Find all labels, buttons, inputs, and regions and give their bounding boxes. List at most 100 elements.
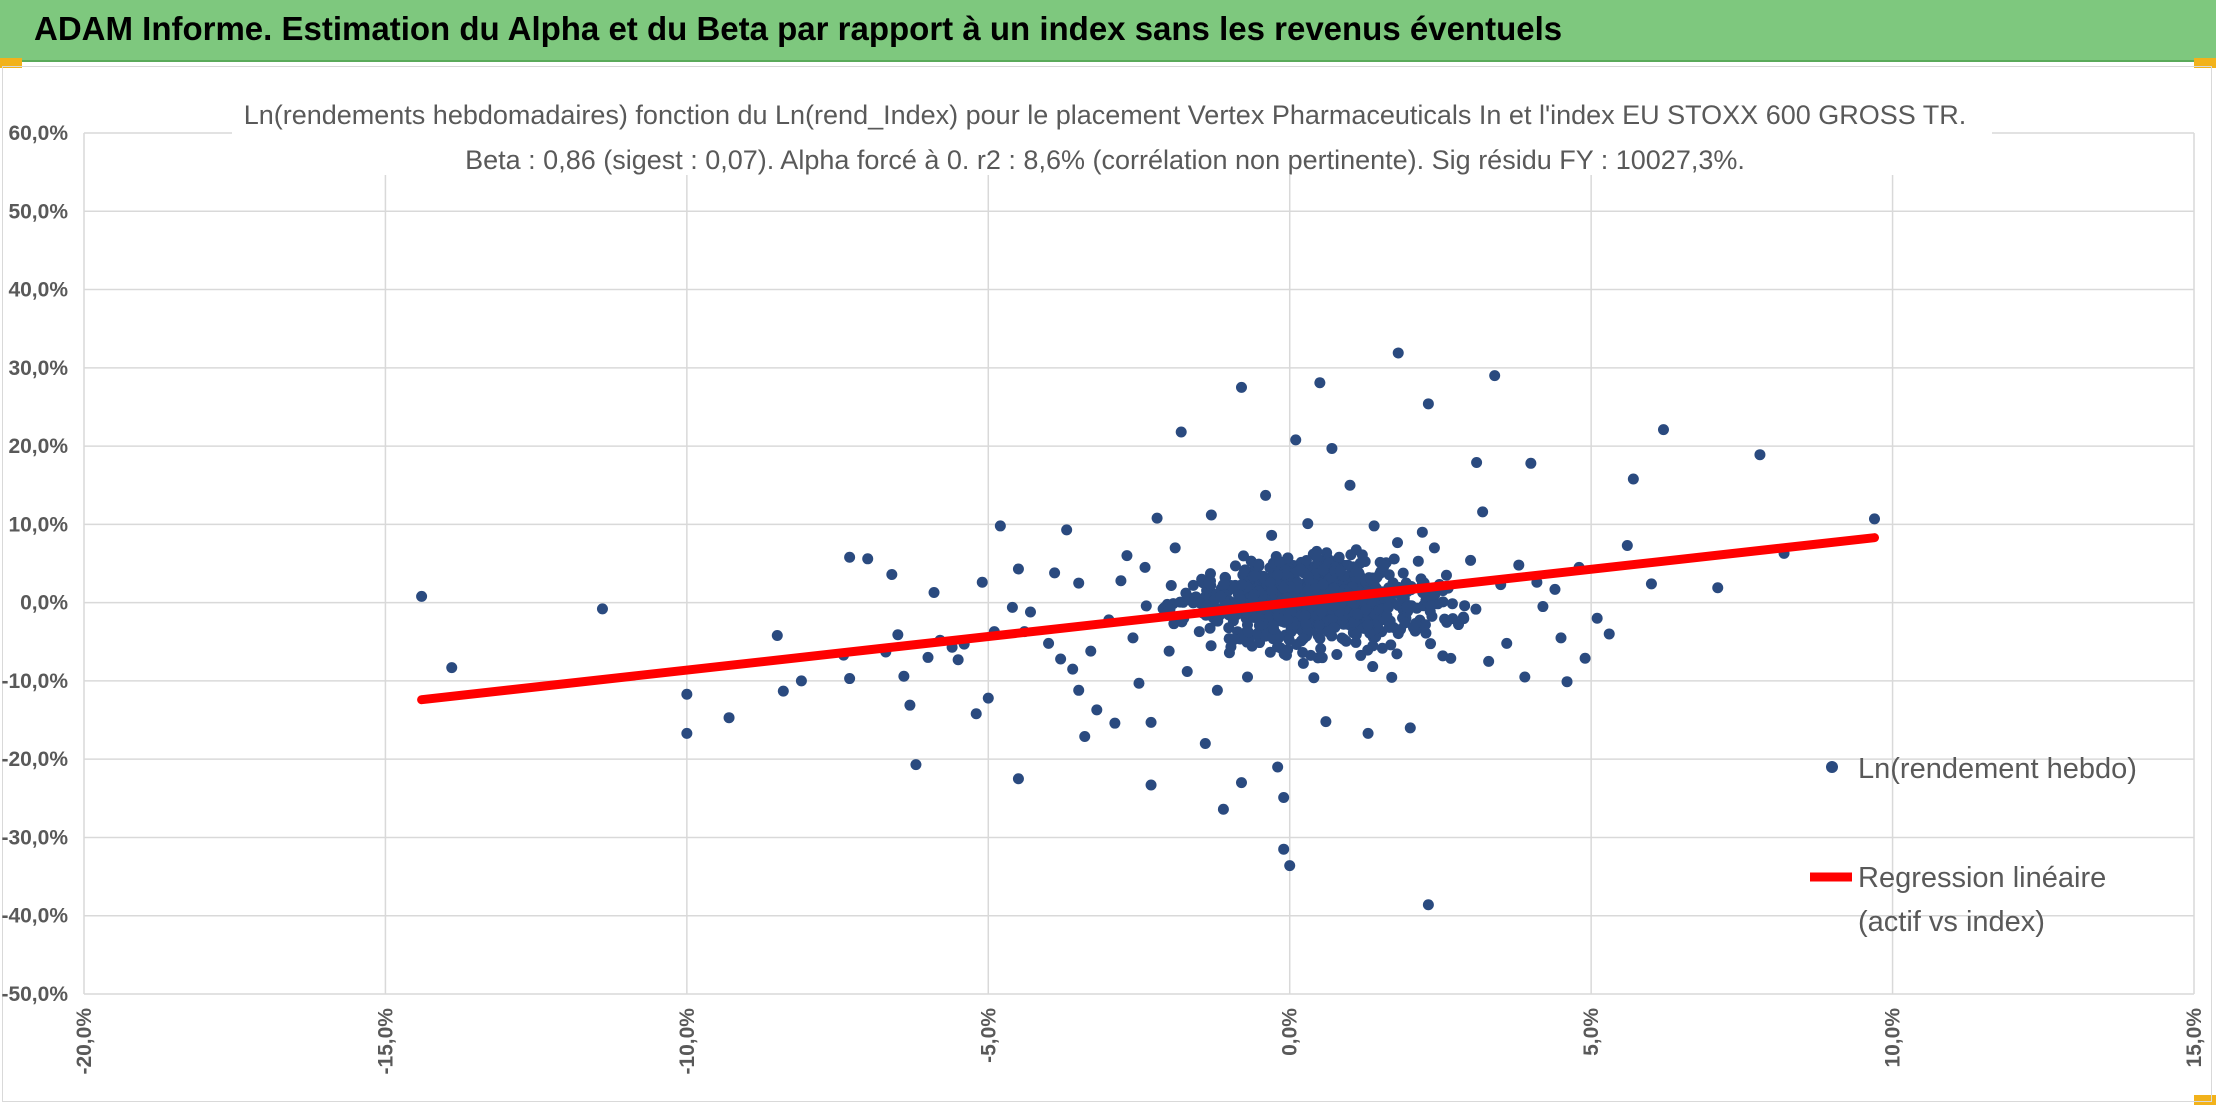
data-point xyxy=(1012,773,1024,785)
legend-label-scatter: Ln(rendement hebdo) xyxy=(1858,753,2137,785)
data-point xyxy=(1383,569,1395,581)
data-point xyxy=(1140,600,1152,612)
y-tick-label: -40,0% xyxy=(1,905,68,928)
data-point xyxy=(1079,730,1091,742)
data-point xyxy=(1211,684,1223,696)
data-point xyxy=(1459,600,1471,612)
data-point xyxy=(1391,648,1403,660)
data-point xyxy=(1308,672,1320,684)
data-point xyxy=(1334,565,1346,577)
y-tick-label: -20,0% xyxy=(1,748,68,771)
data-point xyxy=(1217,803,1229,815)
data-point xyxy=(1549,583,1561,595)
data-point xyxy=(1284,860,1296,872)
data-point xyxy=(1187,579,1199,591)
data-point xyxy=(1501,637,1513,649)
data-point xyxy=(862,553,874,565)
data-point xyxy=(1091,704,1103,716)
data-point xyxy=(1238,565,1250,577)
data-point xyxy=(1342,559,1354,571)
data-point xyxy=(1328,600,1340,612)
data-point xyxy=(1392,537,1404,549)
data-point xyxy=(1326,612,1338,624)
data-point xyxy=(1282,552,1294,564)
data-point xyxy=(1603,628,1615,640)
data-point xyxy=(1215,590,1227,602)
data-point xyxy=(1378,560,1390,572)
data-point xyxy=(1139,561,1151,573)
data-point xyxy=(1151,512,1163,524)
data-point xyxy=(1537,601,1549,613)
data-point xyxy=(1311,552,1323,564)
chart-title-line-2: Beta : 0,86 (sigest : 0,07). Alpha forcé… xyxy=(465,145,1745,175)
data-point xyxy=(1163,645,1175,657)
data-point xyxy=(1392,347,1404,359)
data-point xyxy=(1278,792,1290,804)
data-point xyxy=(1344,479,1356,491)
data-point xyxy=(1388,553,1400,565)
y-tick-label: -10,0% xyxy=(1,670,68,693)
data-point xyxy=(1205,640,1217,652)
y-tick-label: 40,0% xyxy=(8,279,68,302)
data-point xyxy=(1274,556,1286,568)
data-point xyxy=(1351,608,1363,620)
data-point xyxy=(1440,569,1452,581)
y-tick-label: -50,0% xyxy=(1,983,68,1006)
data-point xyxy=(1193,626,1205,638)
data-point xyxy=(1416,526,1428,538)
x-tick-label: 15,0% xyxy=(2183,1008,2206,1068)
data-point xyxy=(1314,377,1326,389)
data-point xyxy=(416,590,428,602)
data-point xyxy=(596,603,608,615)
data-point xyxy=(1401,601,1413,613)
data-point xyxy=(1121,550,1133,562)
data-point xyxy=(1331,648,1343,660)
data-point xyxy=(1621,539,1633,551)
data-point xyxy=(1415,573,1427,585)
data-point xyxy=(1302,518,1314,530)
data-point xyxy=(1282,613,1294,625)
data-point xyxy=(681,727,693,739)
data-point xyxy=(1407,622,1419,634)
data-point xyxy=(1362,644,1374,656)
data-point xyxy=(1360,603,1372,615)
data-point xyxy=(1205,509,1217,521)
data-point xyxy=(844,673,856,685)
data-point xyxy=(904,699,916,711)
data-point xyxy=(1350,636,1362,648)
data-point xyxy=(446,662,458,674)
data-point xyxy=(1489,370,1501,382)
data-point xyxy=(1175,426,1187,438)
y-tick-label: 60,0% xyxy=(8,122,68,145)
data-point xyxy=(1447,613,1459,625)
x-tick-label: 5,0% xyxy=(1580,1008,1603,1056)
data-point xyxy=(1316,652,1328,664)
data-point xyxy=(1165,579,1177,591)
data-point xyxy=(1376,642,1388,654)
data-point xyxy=(1260,489,1272,501)
data-point xyxy=(1109,717,1121,729)
data-point xyxy=(1253,620,1265,632)
data-point xyxy=(1012,563,1024,575)
data-point xyxy=(1362,619,1374,631)
data-point xyxy=(1458,613,1470,625)
data-point xyxy=(1309,582,1321,594)
data-point xyxy=(1300,554,1312,566)
data-point xyxy=(1645,578,1657,590)
data-point xyxy=(1446,598,1458,610)
points-layer xyxy=(416,347,1880,911)
data-point xyxy=(1266,529,1278,541)
data-point xyxy=(1367,661,1379,673)
data-point xyxy=(1365,595,1377,607)
data-point xyxy=(1277,582,1289,594)
legend-label-regression-line2: (actif vs index) xyxy=(1858,906,2045,938)
data-point xyxy=(1317,564,1329,576)
data-point xyxy=(928,586,940,598)
data-point xyxy=(1127,632,1139,644)
data-point xyxy=(898,670,910,682)
data-point xyxy=(1477,506,1489,518)
legend-scatter-marker xyxy=(1826,761,1838,773)
data-point xyxy=(1242,626,1254,638)
data-point xyxy=(886,568,898,580)
